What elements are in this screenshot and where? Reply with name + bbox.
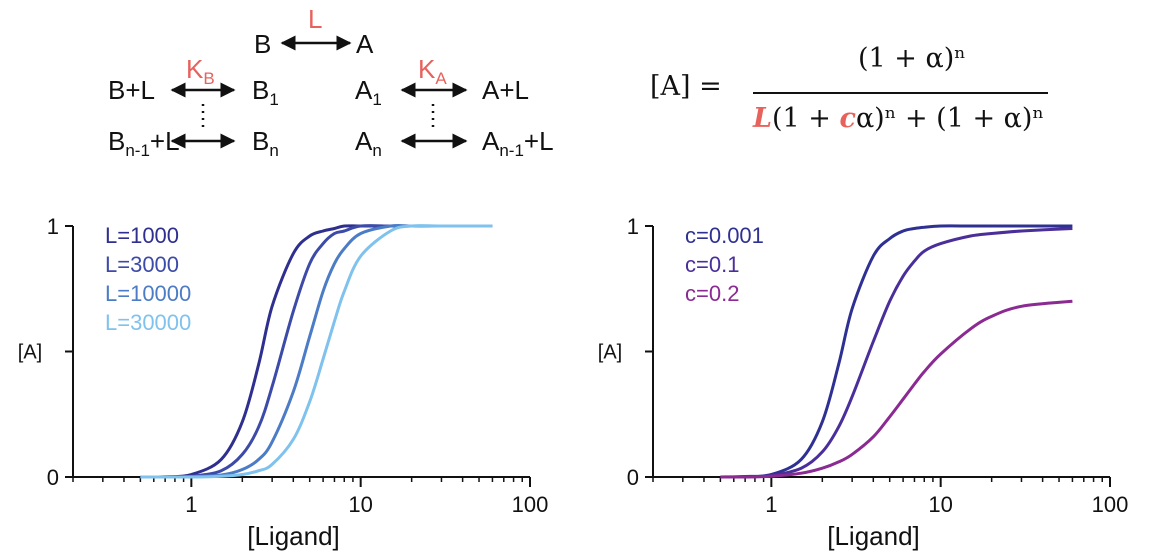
legend-entry-L=3000: L=3000 — [105, 252, 179, 277]
x-axis-label: [Ligand] — [247, 521, 340, 551]
reaction-scheme: B L A KB KA B+L B1 A1 A+L Bn-1+L Bn An A… — [108, 4, 554, 160]
equation-c: c — [839, 103, 856, 134]
state-Bn-1-plus-L: Bn-1+L — [108, 126, 180, 160]
label-L: L — [308, 4, 322, 34]
state-An: An — [355, 126, 382, 160]
series-line-L=3000 — [140, 224, 493, 479]
chart-c-variation: 1 10 100 0 1 [Ligand] [A] c=0.001 c=0.1 c=0.2 — [598, 214, 1129, 551]
label-KB: KB — [186, 54, 215, 88]
series-line-L=30000 — [140, 224, 493, 479]
legend-entry-c=0.2: c=0.2 — [685, 281, 739, 306]
fraction-bar — [753, 92, 1048, 94]
state-B-plus-L: B+L — [108, 75, 155, 105]
equation-lhs: [A] = — [650, 71, 722, 102]
x-tick-label: 1 — [765, 492, 777, 517]
legend-entry-L=10000: L=10000 — [105, 281, 191, 306]
equation: [A] = (1 + α)ⁿ L(1 + cα)ⁿ + (1 + α)ⁿ — [640, 40, 1120, 160]
series-line-L=1000 — [140, 224, 493, 479]
state-An-1-plus-L: An-1+L — [482, 126, 554, 160]
state-Bn: Bn — [252, 126, 279, 160]
equation-numerator: (1 + α)ⁿ — [858, 43, 966, 74]
state-B: B — [254, 29, 271, 59]
series-line-L=10000 — [140, 223, 493, 479]
x-axis-label: [Ligand] — [827, 521, 920, 551]
series-line-c=0.2 — [720, 299, 1073, 479]
state-B1: B1 — [252, 75, 279, 109]
legend-entry-c=0.001: c=0.001 — [685, 223, 764, 248]
label-KA: KA — [418, 54, 447, 88]
legend-entry-c=0.1: c=0.1 — [685, 252, 739, 277]
equation-denominator: L(1 + cα)ⁿ + (1 + α)ⁿ — [753, 103, 1045, 134]
y-axis-label: [A] — [18, 342, 42, 364]
legend-entry-L=1000: L=1000 — [105, 223, 179, 248]
chart-L-variation: 1 10 100 0 1 [Ligand] [A] L=1000 L=3000 L=10000 L=… — [18, 214, 549, 551]
y-tick-label: 0 — [47, 465, 59, 490]
x-tick-label: 100 — [1092, 492, 1129, 517]
y-tick-label: 1 — [47, 214, 59, 239]
series-line-c=0.1 — [720, 227, 1073, 479]
y-tick-label: 1 — [627, 214, 639, 239]
equation-L: L — [753, 103, 772, 134]
state-A: A — [356, 29, 374, 59]
x-tick-label: 10 — [348, 492, 372, 517]
x-tick-label: 100 — [512, 492, 549, 517]
state-A1: A1 — [355, 75, 382, 109]
x-tick-label: 10 — [928, 492, 952, 517]
state-A-plus-L: A+L — [482, 75, 529, 105]
y-axis-label: [A] — [598, 342, 622, 364]
series-line-c=0.001 — [720, 224, 1073, 479]
legend-entry-L=30000: L=30000 — [105, 310, 191, 335]
y-tick-label: 0 — [627, 465, 639, 490]
x-tick-label: 1 — [185, 492, 197, 517]
